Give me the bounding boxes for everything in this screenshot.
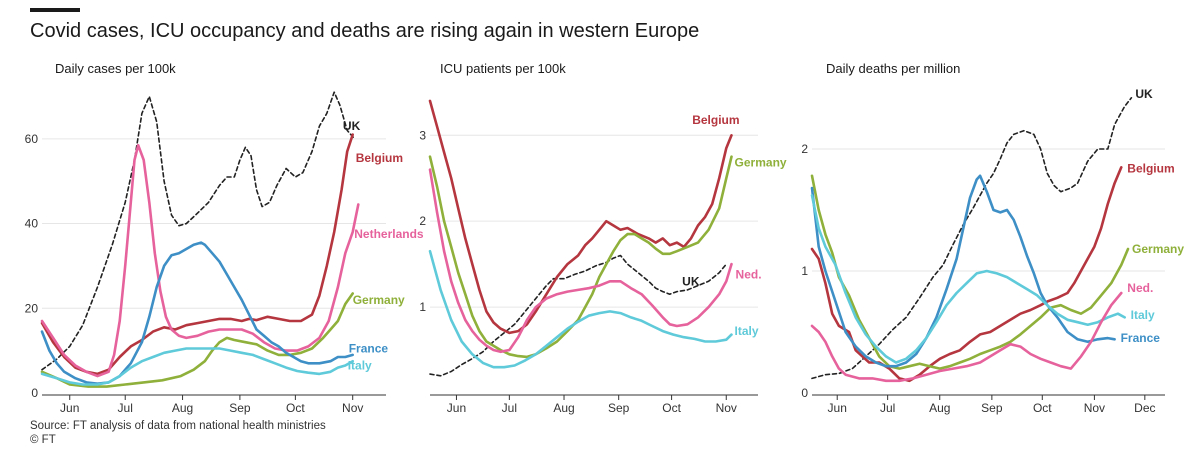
- series-label-germany: Germany: [1132, 242, 1184, 256]
- x-tick-label: Jun: [828, 401, 847, 415]
- series-label-ned: Ned.: [736, 267, 762, 281]
- series-label-uk: UK: [682, 274, 700, 288]
- y-tick-label: 1: [419, 300, 426, 314]
- series-label-france: France: [1121, 331, 1161, 345]
- x-tick-label: Sep: [981, 401, 1003, 415]
- series-label-ned: Ned.: [1127, 281, 1153, 295]
- y-tick-label: 3: [419, 128, 426, 142]
- series-label-uk: UK: [1135, 87, 1153, 101]
- series-line-uk: [41, 91, 356, 371]
- series-line-germany: [810, 174, 1130, 370]
- x-tick-label: Oct: [1033, 401, 1052, 415]
- x-tick-label: Sep: [229, 401, 251, 415]
- series-label-italy: Italy: [1131, 308, 1155, 322]
- series-label-italy: Italy: [735, 324, 759, 338]
- series-line-france: [810, 174, 1116, 368]
- footer: Source: FT analysis of data from nationa…: [30, 419, 326, 447]
- series-line-belgium: [40, 133, 354, 376]
- series-line-ned: [428, 168, 733, 354]
- title-rule: [30, 8, 80, 12]
- chart-panel-3: Daily deaths per million 0 1 2 Jun Jul Aug Sep O…: [801, 61, 1184, 415]
- x-tick-label: Jun: [60, 401, 79, 415]
- series-label-uk: UK: [343, 119, 361, 133]
- series-line-italy: [428, 249, 733, 369]
- series-label-france: France: [349, 342, 389, 356]
- chart-panel-2: ICU patients per 100k 1 2 3 Jun Jul Aug Sep Oct N…: [419, 61, 787, 415]
- y-tick-label: 1: [801, 264, 808, 278]
- y-tick-label: 0: [31, 386, 38, 400]
- x-tick-label: Jul: [880, 401, 895, 415]
- x-tick-label: Nov: [716, 401, 737, 415]
- y-tick-label: 2: [801, 142, 808, 156]
- x-tick-label: Aug: [172, 401, 193, 415]
- y-tick-label: 60: [25, 132, 39, 146]
- series-label-belgium: Belgium: [692, 113, 739, 127]
- series-line-netherlands: [40, 143, 360, 378]
- x-tick-label: Nov: [1084, 401, 1105, 415]
- chart-title: Daily cases per 100k: [55, 61, 176, 76]
- y-tick-label: 40: [25, 217, 39, 231]
- y-tick-label: 0: [801, 386, 808, 400]
- chart-panel-1: Daily cases per 100k 0 20 40 60 Jun Jul Aug Sep O…: [25, 61, 424, 415]
- series-line-belgium: [428, 99, 733, 335]
- chart-title: ICU patients per 100k: [440, 61, 566, 76]
- x-tick-label: Oct: [662, 401, 681, 415]
- series-label-netherlands: Netherlands: [354, 227, 424, 241]
- series-line-germany: [428, 155, 733, 359]
- series-line-uk: [811, 97, 1133, 380]
- series-label-italy: Italy: [348, 358, 372, 372]
- x-tick-label: Jun: [447, 401, 466, 415]
- series-line-italy: [810, 194, 1126, 364]
- y-tick-label: 2: [419, 214, 426, 228]
- series-line-uk: [429, 254, 728, 377]
- series-label-germany: Germany: [735, 156, 787, 170]
- series-label-belgium: Belgium: [1127, 162, 1174, 176]
- x-tick-label: Nov: [342, 401, 363, 415]
- series-line-ned: [810, 291, 1123, 383]
- x-tick-label: Aug: [929, 401, 950, 415]
- series-label-germany: Germany: [353, 293, 405, 307]
- series-label-belgium: Belgium: [356, 151, 403, 165]
- chart-title: Daily deaths per million: [826, 61, 960, 76]
- x-tick-label: Jul: [502, 401, 517, 415]
- x-tick-label: Dec: [1134, 401, 1155, 415]
- x-tick-label: Sep: [608, 401, 630, 415]
- series-line-italy: [40, 347, 354, 386]
- page-title: Covid cases, ICU occupancy and deaths ar…: [30, 20, 700, 42]
- y-tick-label: 20: [25, 301, 39, 315]
- x-tick-label: Jul: [118, 401, 133, 415]
- series-line-germany: [40, 292, 354, 388]
- source-note: Source: FT analysis of data from nationa…: [30, 420, 326, 432]
- x-tick-label: Oct: [286, 401, 305, 415]
- series-line-france: [40, 241, 354, 385]
- x-tick-label: Aug: [553, 401, 574, 415]
- copyright-note: © FT: [30, 434, 56, 446]
